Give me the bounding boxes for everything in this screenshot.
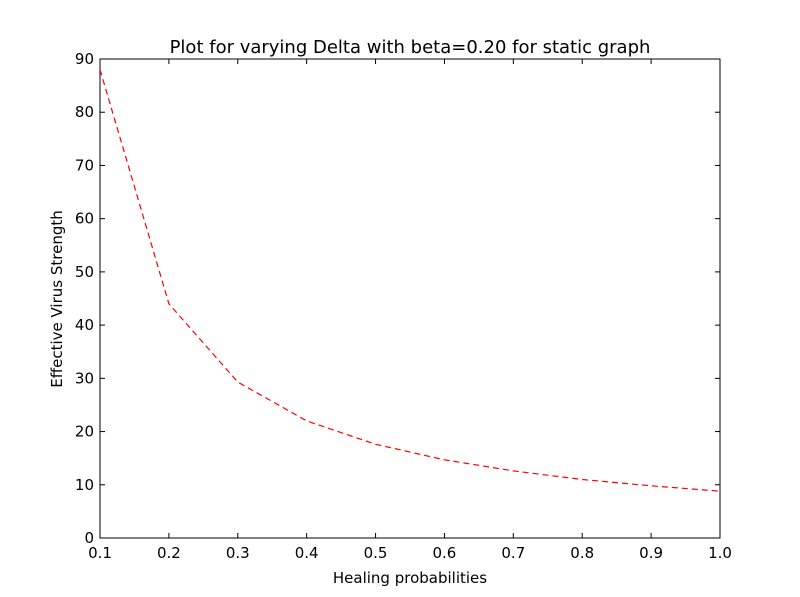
y-tick-label: 0 xyxy=(84,529,94,547)
x-tick-label: 0.4 xyxy=(295,544,319,562)
x-tick-label: 0.6 xyxy=(433,544,457,562)
x-axis-label: Healing probabilities xyxy=(333,569,487,587)
y-tick-label: 10 xyxy=(75,476,94,494)
x-tick-label: 0.5 xyxy=(364,544,388,562)
y-tick-label: 30 xyxy=(75,369,94,387)
axis-ticks xyxy=(99,58,721,539)
x-tick-label: 0.3 xyxy=(226,544,250,562)
x-tick-label: 0.9 xyxy=(639,544,663,562)
series-layer xyxy=(99,69,721,492)
x-tick-label: 0.1 xyxy=(88,544,112,562)
x-tick-label: 0.7 xyxy=(501,544,525,562)
y-tick-label: 20 xyxy=(75,423,94,441)
y-axis-label: Effective Virus Strength xyxy=(48,210,66,387)
y-tick-label: 50 xyxy=(75,263,94,281)
plot-area xyxy=(99,58,721,539)
y-tick-labels: 0 10 20 30 40 50 60 70 80 90 xyxy=(75,50,94,547)
chart-title: Plot for varying Delta with beta=0.20 fo… xyxy=(170,37,651,58)
y-tick-label: 90 xyxy=(75,50,94,68)
x-tick-label: 0.8 xyxy=(570,544,594,562)
series-line xyxy=(99,69,721,492)
y-tick-label: 60 xyxy=(75,210,94,228)
plot-frame xyxy=(99,58,721,539)
x-tick-label: 1.0 xyxy=(708,544,732,562)
x-tick-label: 0.2 xyxy=(157,544,181,562)
y-tick-label: 80 xyxy=(75,103,94,121)
y-tick-label: 40 xyxy=(75,316,94,334)
y-tick-label: 70 xyxy=(75,156,94,174)
x-tick-labels: 0.1 0.2 0.3 0.4 0.5 0.6 0.7 0.8 0.9 1.0 xyxy=(88,544,732,562)
